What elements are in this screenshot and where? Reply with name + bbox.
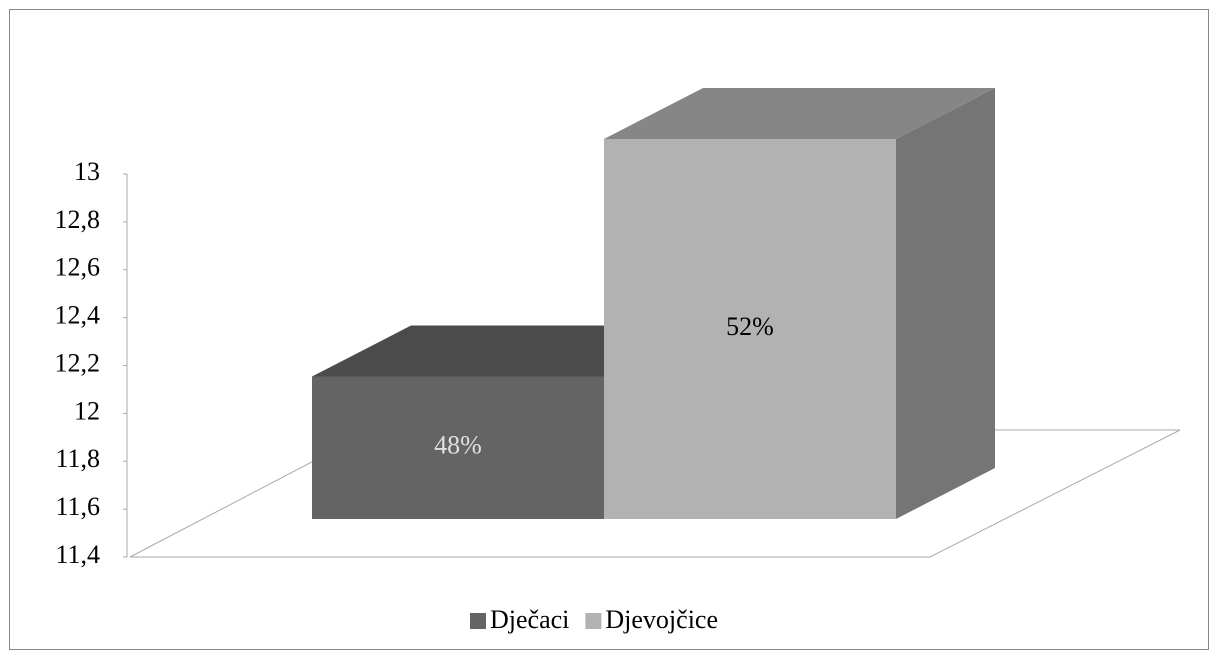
y-tick-label: 11,6 (55, 492, 100, 521)
y-tick-label: 11,4 (55, 540, 100, 569)
y-tick-label: 12,2 (55, 348, 101, 377)
bar (604, 139, 896, 519)
y-tick-label: 11,8 (55, 444, 100, 473)
bar (312, 376, 604, 519)
legend-swatch (585, 613, 602, 629)
y-tick-label: 12,6 (55, 253, 101, 282)
legend-swatch (470, 613, 486, 629)
bar-side (896, 88, 995, 519)
y-tick-label: 12,4 (55, 301, 101, 330)
legend-label: Djevojčice (605, 605, 718, 634)
legend-label: Dječaci (490, 605, 569, 634)
bar-top (604, 88, 995, 139)
data-label: 48% (434, 431, 482, 460)
y-tick-label: 12,8 (55, 205, 101, 234)
data-label: 52% (726, 312, 774, 341)
y-tick-label: 12 (74, 396, 100, 425)
y-tick-label: 13 (74, 157, 100, 186)
